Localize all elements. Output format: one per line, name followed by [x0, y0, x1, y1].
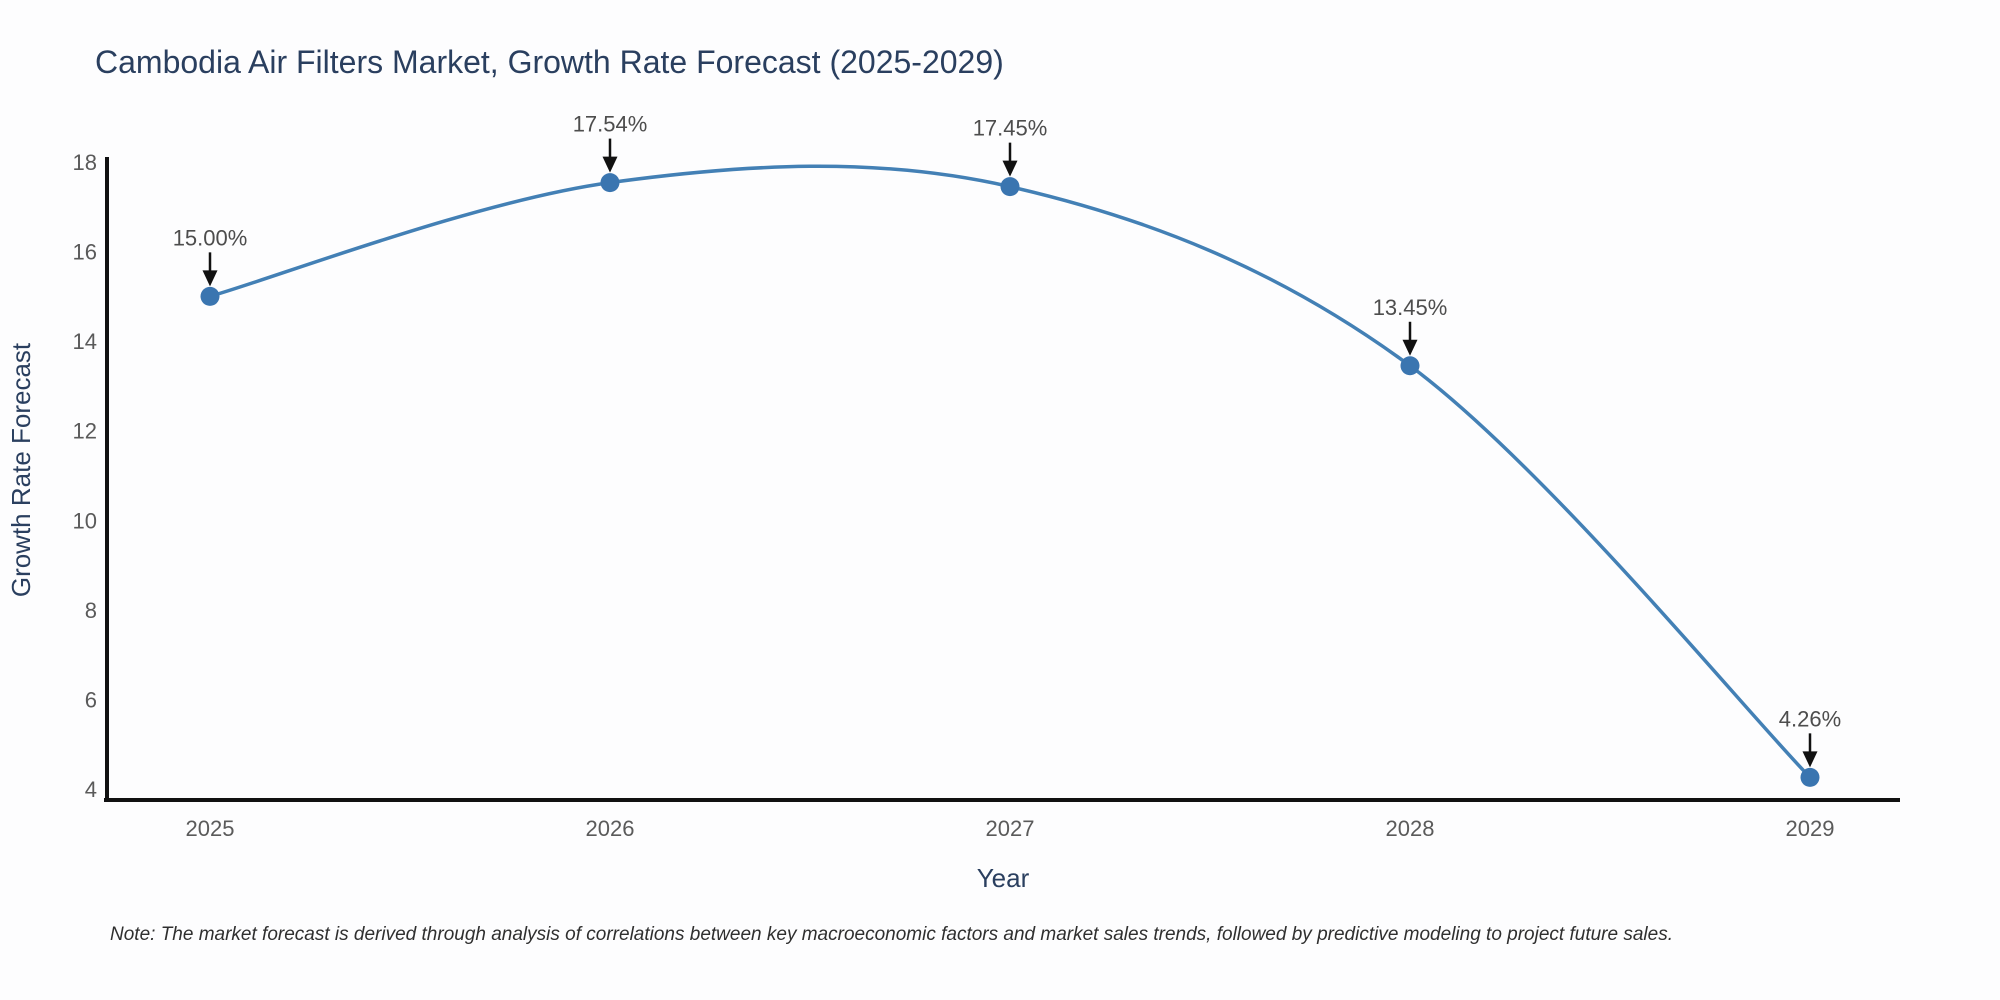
annotation-label: 4.26% — [1779, 706, 1841, 731]
y-tick-label: 14 — [73, 329, 97, 354]
annotation-label: 17.54% — [573, 112, 648, 137]
y-tick-label: 4 — [85, 777, 97, 802]
annotation-label: 15.00% — [173, 225, 248, 250]
y-tick-label: 6 — [85, 687, 97, 712]
data-point-marker[interactable] — [1800, 767, 1820, 787]
annotation-arrowhead — [1802, 751, 1818, 768]
series-line — [208, 164, 1812, 780]
y-tick-label: 16 — [73, 240, 97, 265]
footnote: Note: The market forecast is derived thr… — [110, 924, 1673, 945]
x-tick-label: 2026 — [586, 816, 635, 841]
x-axis-title: Year — [977, 863, 1030, 893]
y-tick-label: 8 — [85, 598, 97, 623]
annotation-arrowhead — [602, 156, 618, 173]
data-point-marker[interactable] — [600, 173, 620, 193]
data-point-marker[interactable] — [1400, 356, 1420, 376]
y-tick-label: 10 — [73, 508, 97, 533]
annotation-arrowhead — [1402, 339, 1418, 356]
data-point-marker[interactable] — [1000, 177, 1020, 197]
annotation-arrowhead — [1002, 160, 1018, 177]
x-tick-label: 2025 — [186, 816, 235, 841]
annotation-arrowhead — [202, 270, 218, 287]
x-tick-label: 2028 — [1386, 816, 1435, 841]
y-tick-label: 12 — [73, 419, 97, 444]
chart-title: Cambodia Air Filters Market, Growth Rate… — [95, 44, 1004, 80]
x-tick-label: 2029 — [1786, 816, 1835, 841]
annotation-label: 17.45% — [973, 116, 1048, 141]
y-axis-title: Growth Rate Forecast — [6, 342, 36, 597]
plot-area: 4 6 8 10 12 14 16 18 2025 2026 2027 2028 2029 15.00% 1… — [73, 112, 1900, 841]
x-tick-label: 2027 — [986, 816, 1035, 841]
y-tick-label: 18 — [73, 150, 97, 175]
data-point-marker[interactable] — [200, 286, 220, 306]
annotation-label: 13.45% — [1373, 295, 1448, 320]
